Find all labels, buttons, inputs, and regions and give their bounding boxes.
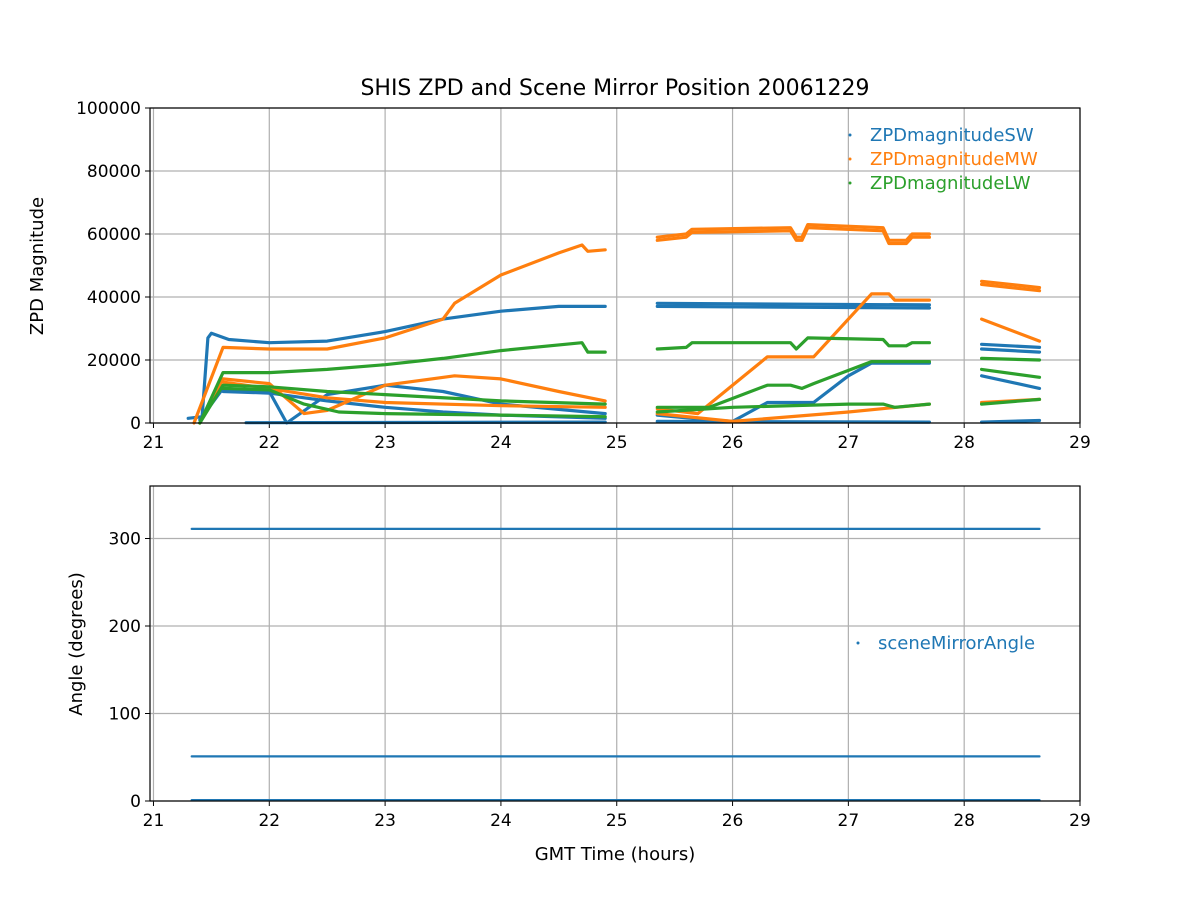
legend-marker <box>856 641 860 645</box>
x-tick-label: 28 <box>953 433 975 453</box>
y-tick-label: 20000 <box>87 351 141 371</box>
x-tick-label: 26 <box>722 811 744 831</box>
legend-label: sceneMirrorAngle <box>878 633 1035 654</box>
data-trace <box>221 386 607 419</box>
x-tick-label: 23 <box>374 433 396 453</box>
data-trace <box>979 317 1042 343</box>
x-tick-label: 24 <box>490 811 512 831</box>
data-trace <box>655 304 932 310</box>
legend-label: ZPDmagnitudeSW <box>870 125 1034 146</box>
series-ZPDmagnitudeMW <box>192 223 1042 425</box>
y-tick-label: 80000 <box>87 162 141 182</box>
data-trace <box>979 367 1042 379</box>
y-tick-label: 300 <box>109 530 141 550</box>
data-trace <box>198 341 607 425</box>
x-tick-label: 28 <box>953 811 975 831</box>
y-axis-label-bottom: Angle (degrees) <box>66 572 87 715</box>
x-tick-label: 24 <box>490 433 512 453</box>
axes-frame <box>149 485 1081 802</box>
zpd-magnitude-plot: 21 22 23 24 25 26 27 28 29 0 20000 40000 60000 80000 1… <box>76 99 1091 453</box>
chart-title: SHIS ZPD and Scene Mirror Position 20061… <box>360 76 869 101</box>
data-trace <box>198 383 607 425</box>
data-trace <box>979 356 1042 362</box>
x-tick-label: 22 <box>258 433 280 453</box>
y-axis-label-top: ZPD Magnitude <box>27 197 48 335</box>
data-trace <box>979 342 1042 349</box>
data-trace <box>979 282 1042 293</box>
x-tick-label: 25 <box>606 811 628 831</box>
series-sceneMirrorAngle <box>190 527 1041 802</box>
data-trace <box>192 243 607 425</box>
y-tick-label: 100 <box>109 705 141 725</box>
x-tick-label: 22 <box>258 811 280 831</box>
data-trace <box>655 292 932 416</box>
data-trace <box>186 304 607 420</box>
y-tick-label: 200 <box>109 617 141 637</box>
legend-label: ZPDmagnitudeLW <box>870 173 1031 194</box>
y-tick-label: 0 <box>130 414 141 434</box>
data-trace <box>655 419 932 424</box>
x-tick-label: 27 <box>838 433 860 453</box>
scene-mirror-angle-plot: 21 22 23 24 25 26 27 28 29 0 100 200 300 sceneMirrorA… <box>109 485 1091 831</box>
data-trace <box>655 402 932 423</box>
x-tick-label: 25 <box>606 433 628 453</box>
x-tick-label: 21 <box>143 433 165 453</box>
y-tick-label: 100000 <box>76 99 141 119</box>
x-tick-label: 29 <box>1069 811 1091 831</box>
x-tick-label: 23 <box>374 811 396 831</box>
legend-marker <box>848 157 852 161</box>
data-trace <box>655 226 932 246</box>
x-tick-label: 29 <box>1069 433 1091 453</box>
x-tick-label: 27 <box>838 811 860 831</box>
data-trace <box>655 402 932 414</box>
data-trace <box>979 279 1042 290</box>
series-ZPDmagnitudeLW <box>198 336 1042 425</box>
legend-marker <box>848 181 852 185</box>
data-trace <box>655 336 932 351</box>
x-axis-label: GMT Time (hours) <box>535 844 696 865</box>
y-tick-label: 0 <box>130 792 141 812</box>
y-tick-label: 60000 <box>87 225 141 245</box>
data-trace <box>979 397 1042 406</box>
data-trace <box>979 347 1042 354</box>
data-trace <box>198 374 607 425</box>
data-trace <box>979 418 1042 424</box>
y-tick-label: 40000 <box>87 288 141 308</box>
data-trace <box>655 360 932 409</box>
legend-label: ZPDmagnitudeMW <box>870 149 1038 170</box>
data-trace <box>979 374 1042 390</box>
axes-frame <box>149 107 1081 424</box>
x-tick-label: 26 <box>722 433 744 453</box>
x-tick-label: 21 <box>143 811 165 831</box>
legend-marker <box>848 133 852 137</box>
data-trace <box>655 301 932 307</box>
